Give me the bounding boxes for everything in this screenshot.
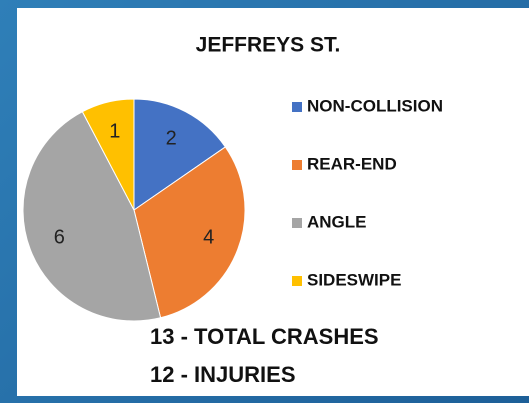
legend-swatch	[292, 160, 302, 170]
chart-title: JEFFREYS ST.	[196, 34, 341, 57]
annotation: 13 - TOTAL CRASHES	[150, 324, 379, 349]
legend-label: ANGLE	[307, 212, 367, 231]
annotation: 12 - INJURIES	[150, 362, 296, 387]
legend-label: NON-COLLISION	[307, 96, 443, 115]
slice-label: 1	[109, 121, 120, 143]
legend-swatch	[292, 276, 302, 286]
pie-slice	[133, 146, 246, 319]
pie-slice	[81, 98, 135, 211]
slice-label: 4	[203, 227, 214, 249]
pie-slice	[22, 111, 162, 322]
legend-swatch	[292, 102, 302, 112]
legend-label: SIDESWIPE	[307, 270, 401, 289]
pie-slice	[133, 98, 227, 211]
slice-label: 2	[166, 128, 177, 150]
slice-label: 6	[54, 227, 65, 249]
legend-swatch	[292, 218, 302, 228]
legend-label: REAR-END	[307, 154, 397, 173]
